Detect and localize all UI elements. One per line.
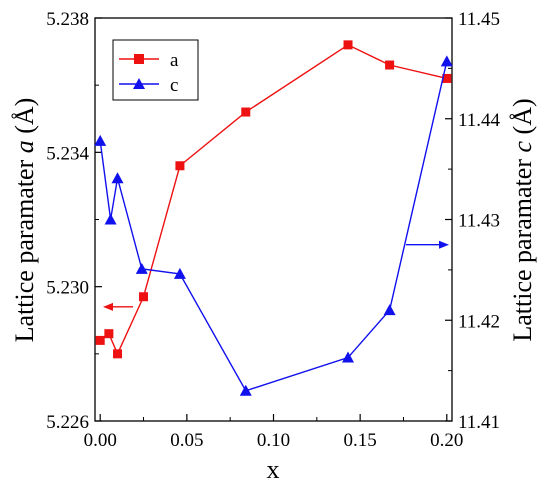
series-a-point bbox=[139, 292, 149, 302]
x-tick-label: 0.20 bbox=[430, 430, 463, 451]
axis-arrows bbox=[103, 240, 449, 311]
series-a-point bbox=[104, 329, 114, 339]
series-c-point bbox=[104, 213, 117, 225]
legend-entry-a: a bbox=[119, 50, 179, 71]
legend-entry-c: c bbox=[119, 75, 178, 96]
legend-label-c: c bbox=[170, 75, 178, 96]
arrow-a-left-head bbox=[103, 302, 113, 311]
left-y-axis-label: Lattice paramater a (Å) bbox=[10, 98, 39, 343]
series-c-point bbox=[342, 351, 355, 363]
legend-box bbox=[112, 39, 199, 101]
series-c-line bbox=[99, 61, 448, 392]
right-y-tick-label: 11.41 bbox=[458, 412, 500, 433]
series-c-point bbox=[94, 134, 107, 146]
series-a-point bbox=[343, 40, 353, 50]
series-a-point bbox=[113, 349, 123, 359]
left-y-axis-ticks: 5.226 5.230 5.234 5.238 bbox=[46, 9, 102, 433]
left-y-tick-label: 5.226 bbox=[46, 412, 89, 433]
x-tick-label: 0.00 bbox=[84, 430, 117, 451]
x-tick-label: 0.05 bbox=[170, 430, 203, 451]
right-y-tick-label: 11.44 bbox=[458, 110, 501, 131]
left-y-tick-label: 5.238 bbox=[46, 9, 89, 30]
series-c-point bbox=[135, 262, 148, 274]
x-axis-label: x bbox=[267, 455, 280, 484]
legend: a c bbox=[112, 39, 199, 101]
series-c-point bbox=[383, 304, 396, 316]
right-y-axis-label: Lattice paramater c (Å) bbox=[508, 98, 537, 341]
right-y-tick-label: 11.43 bbox=[458, 211, 500, 232]
series-c-point bbox=[440, 55, 453, 67]
series-c-point bbox=[173, 267, 186, 279]
series-a-point bbox=[385, 60, 395, 70]
series-a-point bbox=[175, 161, 185, 171]
series-layer bbox=[94, 40, 453, 396]
x-tick-label: 0.10 bbox=[257, 430, 290, 451]
series-c-point bbox=[239, 384, 252, 396]
x-axis-ticks: 0.00 0.05 0.10 0.15 0.20 bbox=[84, 414, 463, 451]
left-y-tick-label: 5.234 bbox=[46, 143, 89, 164]
legend-label-a: a bbox=[170, 50, 179, 71]
right-y-axis-ticks: 11.41 11.42 11.43 11.44 11.45 bbox=[445, 9, 501, 433]
arrow-c-right-head bbox=[439, 240, 449, 249]
series-a-point bbox=[95, 335, 105, 345]
x-tick-label: 0.15 bbox=[344, 430, 377, 451]
series-c-point bbox=[111, 172, 124, 184]
left-y-tick-label: 5.230 bbox=[46, 278, 89, 299]
right-y-tick-label: 11.45 bbox=[458, 9, 500, 30]
series-a-point bbox=[241, 107, 251, 117]
right-y-tick-label: 11.42 bbox=[458, 311, 500, 332]
series-a-point bbox=[442, 73, 452, 83]
